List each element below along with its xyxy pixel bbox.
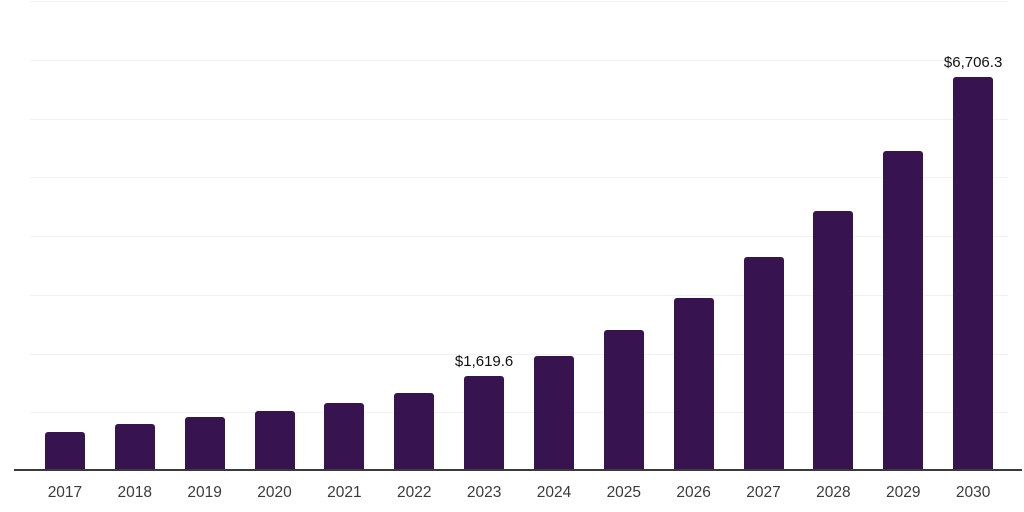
bar-slot-2026 <box>659 1 729 471</box>
bar-2028 <box>813 211 854 471</box>
bar-2017 <box>44 431 85 471</box>
bar-2026 <box>673 298 714 471</box>
bar-2020 <box>254 410 295 471</box>
x-tick-2020: 2020 <box>257 484 292 501</box>
bars: $1,619.6 $6,706.3 <box>30 1 1008 471</box>
gridline-2000 <box>30 353 1008 355</box>
bar-chart: $1,619.6 $6,706.3 2017 2018 2019 2020 2021 202… <box>14 1 1022 502</box>
bar-2029 <box>883 151 924 471</box>
x-tick-2021: 2021 <box>327 484 362 501</box>
x-axis-line <box>14 469 1022 471</box>
gridline-6000 <box>30 118 1008 120</box>
x-tick-2025: 2025 <box>606 484 642 501</box>
x-tick-2024: 2024 <box>536 484 572 501</box>
x-tick-2026: 2026 <box>676 484 711 501</box>
bar-slot-2027 <box>729 1 799 471</box>
bar-slot-2019 <box>170 1 240 471</box>
bar-slot-2018 <box>100 1 170 471</box>
x-tick-2017: 2017 <box>47 484 83 501</box>
x-tick-2027: 2027 <box>746 484 781 501</box>
gridline-5000 <box>30 177 1008 179</box>
gridline-3000 <box>30 294 1008 296</box>
bar-2023 <box>464 375 505 471</box>
bar-slot-2024 <box>519 1 589 471</box>
gridline-8000 <box>30 1 1008 2</box>
bar-2030 <box>953 77 994 471</box>
bar-slot-2025 <box>589 1 659 471</box>
bar-slot-2028 <box>798 1 868 471</box>
bar-slot-2023: $1,619.6 <box>449 1 519 471</box>
bar-slot-2029 <box>868 1 938 471</box>
x-tick-2018: 2018 <box>117 484 153 501</box>
bar-2022 <box>394 392 435 471</box>
x-tick-2030: 2030 <box>955 484 991 501</box>
gridline-1000 <box>30 412 1008 414</box>
bar-2019 <box>184 416 225 471</box>
x-tick-2023: 2023 <box>466 484 502 501</box>
gridline-4000 <box>30 236 1008 237</box>
bar-slot-2020 <box>240 1 310 471</box>
x-tick-2022: 2022 <box>396 484 432 501</box>
bar-2021 <box>324 403 365 471</box>
bar-slot-2022 <box>379 1 449 471</box>
bar-2027 <box>743 257 784 471</box>
x-axis-labels: 2017 2018 2019 2020 2021 2022 2023 2024 2025 2026… <box>30 484 1008 502</box>
bar-value-label-2030: $6,706.3 <box>943 54 1003 72</box>
bar-2024 <box>533 355 574 471</box>
bar-slot-2030: $6,706.3 <box>938 1 1008 471</box>
x-tick-2019: 2019 <box>187 484 222 501</box>
bar-2018 <box>114 424 155 471</box>
x-tick-2028: 2028 <box>816 484 851 501</box>
bar-value-label-2023: $1,619.6 <box>454 352 514 370</box>
plot-area: $1,619.6 $6,706.3 <box>14 1 1022 471</box>
bar-slot-2017 <box>30 1 100 471</box>
gridline-7000 <box>30 59 1008 61</box>
bar-slot-2021 <box>309 1 379 471</box>
bar-2025 <box>603 330 644 471</box>
x-tick-2029: 2029 <box>886 484 921 501</box>
